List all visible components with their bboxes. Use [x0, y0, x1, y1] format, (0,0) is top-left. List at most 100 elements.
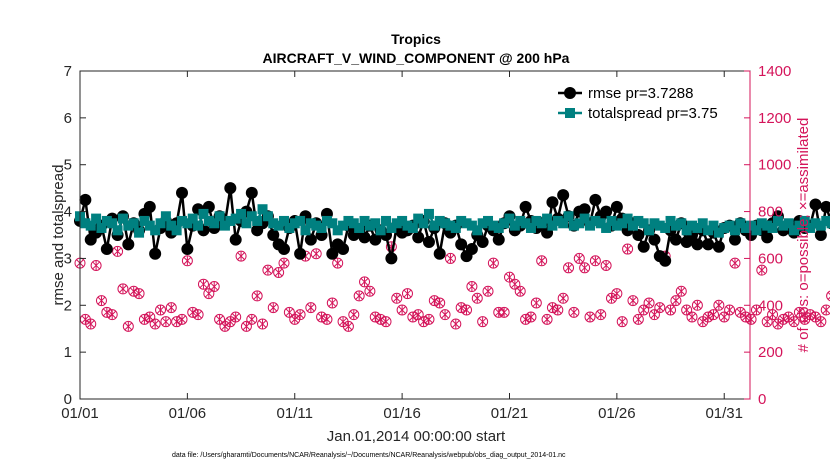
possible-obs-point [450, 318, 462, 330]
y2-axis-label: # of obs: o=possible; ×=assimilated [795, 118, 812, 353]
possible-obs-point [622, 243, 634, 255]
assimilated-obs-point [795, 307, 804, 317]
possible-obs-point [557, 292, 569, 304]
totalspread-point [789, 225, 800, 236]
assimilated-obs-point [720, 312, 729, 322]
possible-obs-point [235, 250, 247, 262]
assimilated-obs-point [178, 314, 186, 324]
possible-obs-point [439, 309, 451, 321]
totalspread-point [542, 213, 553, 224]
totalspread-point [493, 222, 504, 233]
totalspread-point [751, 225, 762, 236]
rmse-point [632, 229, 645, 241]
totalspread-point [504, 213, 515, 224]
assimilated-obs-point [231, 312, 240, 322]
totalspread-point [123, 220, 134, 231]
totalspread-point [488, 220, 499, 231]
totalspread-point [402, 220, 413, 231]
assimilated-obs-point [151, 319, 160, 329]
totalspread-point [547, 220, 558, 231]
assimilated-obs-point [827, 292, 830, 300]
possible-obs-point [203, 288, 215, 300]
assimilated-obs-point [129, 286, 138, 296]
assimilated-obs-point [333, 258, 342, 268]
totalspread-point [182, 218, 193, 229]
assimilated-obs-point [360, 277, 369, 287]
totalspread-point [670, 220, 681, 231]
totalspread-point [520, 218, 531, 229]
assimilated-obs-point [484, 286, 492, 296]
assimilated-obs-point [715, 300, 723, 310]
totalspread-point [91, 213, 102, 224]
totalspread-point [407, 222, 418, 233]
assimilated-obs-point [596, 310, 605, 320]
possible-obs-point [750, 304, 762, 316]
possible-obs-point [208, 281, 220, 293]
assimilated-obs-point [779, 314, 788, 324]
totalspread-point [214, 211, 225, 222]
assimilated-obs-point [768, 310, 777, 320]
assimilated-obs-point [430, 296, 439, 306]
possible-obs-point [359, 276, 371, 288]
possible-obs-point [691, 299, 703, 311]
y-tick-label: 6 [64, 110, 72, 127]
totalspread-point [585, 220, 596, 231]
totalspread-point [160, 211, 171, 222]
assimilated-obs-point [537, 256, 546, 266]
totalspread-point [429, 220, 440, 231]
possible-obs-point [283, 306, 295, 318]
assimilated-obs-point [741, 312, 750, 322]
totalspread-point [810, 218, 821, 229]
totalspread-point [724, 220, 735, 231]
assimilated-obs-point [274, 267, 283, 277]
totalspread-point [386, 222, 397, 233]
totalspread-point [375, 225, 386, 236]
possible-obs-point [246, 313, 258, 325]
possible-obs-point [826, 290, 830, 302]
assimilated-obs-point [86, 319, 95, 329]
y-tick-label: 2 [64, 297, 72, 314]
rmse-point [369, 233, 382, 246]
possible-obs-point [611, 288, 623, 300]
assimilated-obs-point [403, 289, 412, 299]
totalspread-point [821, 215, 830, 226]
y-axis-right: 0 200 400 600 800 1000 1200 1400 [744, 63, 791, 408]
assimilated-obs-point [92, 260, 100, 270]
assimilated-obs-point [280, 258, 288, 268]
totalspread-point [466, 220, 477, 231]
possible-obs-point [638, 304, 650, 316]
assimilated-obs-point [682, 305, 691, 315]
y2-tick-label: 1200 [758, 110, 791, 127]
series-assimilated [76, 242, 830, 331]
totalspread-point [558, 218, 569, 229]
totalspread-point [799, 215, 810, 226]
series-possible [74, 241, 830, 332]
legend-rmse-label: rmse pr=3.7288 [588, 85, 693, 102]
possible-obs-point [160, 316, 172, 328]
rmse-point [122, 238, 135, 251]
possible-obs-point [681, 304, 693, 316]
totalspread-point [236, 208, 247, 219]
assimilated-obs-point [634, 314, 643, 324]
possible-obs-point [466, 281, 478, 293]
x-axis: 01/01 01/06 01/11 01/16 01/21 01/26 01/31 [61, 71, 743, 422]
rmse-point [648, 233, 661, 246]
totalspread-point [633, 215, 644, 226]
totalspread-point [279, 215, 290, 226]
totalspread-point [354, 222, 365, 233]
assimilated-obs-point [328, 298, 337, 308]
totalspread-point [418, 218, 429, 229]
legend-totalspread-label: totalspread pr=3.75 [588, 105, 718, 122]
totalspread-point [644, 225, 655, 236]
assimilated-obs-point [408, 312, 417, 322]
rmse-point [637, 240, 650, 253]
totalspread-point [284, 222, 295, 233]
totalspread-point [311, 220, 322, 231]
totalspread-point [101, 215, 112, 226]
assimilated-obs-point [253, 291, 262, 301]
assimilated-obs-point [145, 312, 154, 322]
totalspread-point [117, 213, 128, 224]
assimilated-obs-point [237, 251, 245, 261]
rmse-point [385, 252, 398, 265]
totalspread-point [719, 222, 730, 233]
